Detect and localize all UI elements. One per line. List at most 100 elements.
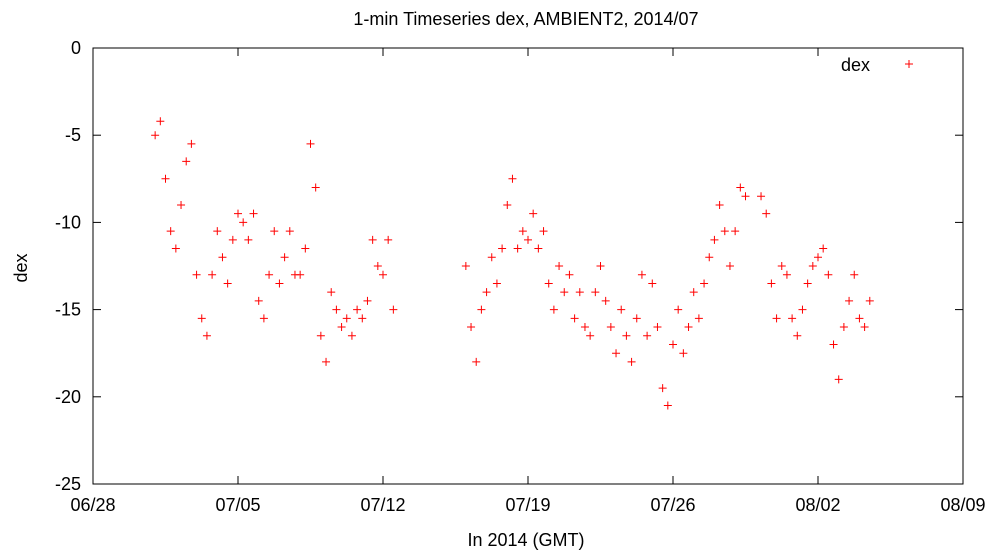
data-point [803,279,812,288]
data-point [197,314,206,323]
x-tick-label: 06/28 [70,495,115,515]
data-point [503,200,512,209]
data-point [777,262,786,270]
data-point [555,262,564,270]
data-point [565,270,574,279]
data-point [855,314,864,323]
data-point [171,244,180,253]
data-point [280,253,289,262]
data-point [808,262,817,270]
data-point [265,270,274,279]
data-point [259,314,268,323]
y-tick-label: -25 [55,474,81,494]
data-point [529,209,538,218]
data-point [834,375,843,384]
data-point [482,288,491,297]
data-point [762,209,771,218]
data-point [601,296,610,305]
data-point [508,174,517,183]
data-point [798,305,807,314]
y-tick-label: 0 [71,38,81,58]
data-point [337,323,346,332]
data-point [187,139,196,148]
data-point [839,323,848,332]
data-point [570,314,579,323]
y-tick-label: -10 [55,212,81,232]
data-point [865,296,874,305]
data-point [254,296,263,305]
data-point [213,227,222,236]
data-point [208,270,217,279]
data-point [223,279,232,288]
data-point [549,305,558,314]
data-point [606,323,615,332]
data-point [353,305,362,314]
legend-entry-label: dex [841,55,870,75]
data-point [575,288,584,297]
data-point [814,253,822,262]
data-point [239,218,248,227]
data-point [694,314,703,323]
x-tick-label: 07/12 [360,495,405,515]
y-axis-label: dex [11,253,31,282]
data-point [270,227,279,236]
data-point [860,323,869,332]
data-point [648,279,657,288]
data-point [368,235,377,244]
data-point [472,357,481,366]
data-point [705,253,714,262]
data-point [757,192,766,201]
data-point [161,174,170,183]
data-point [710,235,719,244]
data-points [151,117,874,410]
data-point [379,270,387,279]
data-point [296,270,305,279]
x-tick-label: 07/26 [650,495,695,515]
data-point [580,323,589,332]
data-point [586,331,595,340]
x-tick-label: 08/02 [795,495,840,515]
data-point [249,209,258,218]
data-point [591,288,600,297]
data-point [772,314,781,323]
x-tick-label: 08/09 [940,495,985,515]
data-point [793,331,802,340]
data-point [679,349,688,358]
data-point [612,349,621,358]
data-point [669,340,677,349]
data-point [327,288,336,297]
data-point [311,183,320,192]
data-point [332,305,341,314]
axis-ticks: 06/28 07/05 07/12 07/19 07/26 08/02 08/09 0 -5 -1… [55,38,986,515]
data-point [275,279,284,288]
data-point [845,296,854,305]
data-point [819,244,828,253]
x-axis-label: In 2014 (GMT) [467,530,584,550]
data-point [788,314,797,323]
data-point [524,235,532,244]
data-point [658,384,667,393]
data-point [306,139,315,148]
data-point [358,314,367,323]
data-point [518,227,527,236]
data-point [643,331,652,340]
legend-marker [905,60,913,68]
data-point [342,314,351,323]
data-point [192,270,201,279]
y-tick-label: -5 [65,125,81,145]
data-point [617,305,626,314]
data-point [156,117,165,126]
data-point [782,270,791,279]
data-point [637,270,646,279]
data-point [596,262,605,270]
data-point [663,401,672,410]
plot-frame [92,47,964,485]
y-tick-label: -15 [55,300,81,320]
data-point [653,323,662,332]
data-point [166,227,175,236]
data-point [741,192,750,201]
data-point [725,262,734,270]
x-tick-label: 07/05 [215,495,260,515]
